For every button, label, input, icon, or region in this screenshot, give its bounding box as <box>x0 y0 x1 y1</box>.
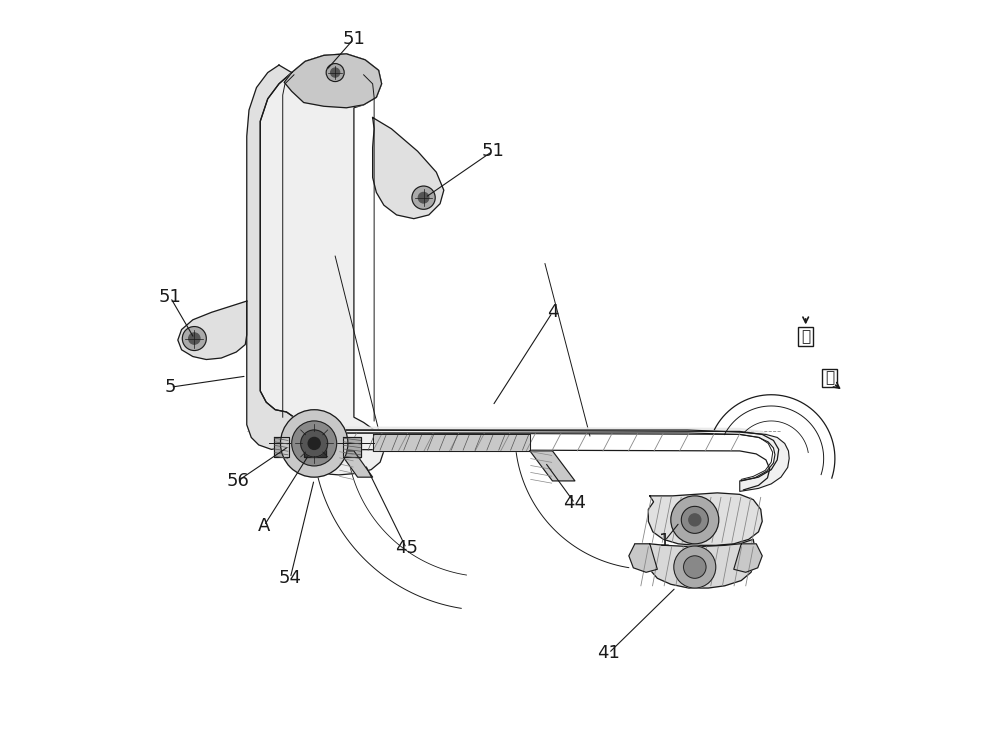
Polygon shape <box>178 301 247 359</box>
Polygon shape <box>284 54 382 108</box>
Text: 45: 45 <box>395 539 418 557</box>
Circle shape <box>674 546 716 588</box>
Text: 41: 41 <box>597 644 620 663</box>
Circle shape <box>684 556 706 578</box>
Circle shape <box>326 64 344 81</box>
Text: 54: 54 <box>279 569 302 587</box>
Polygon shape <box>294 427 781 490</box>
Text: 5: 5 <box>165 378 176 396</box>
Polygon shape <box>274 438 289 457</box>
Text: 51: 51 <box>342 30 365 48</box>
Polygon shape <box>339 451 373 478</box>
Circle shape <box>418 193 429 203</box>
Polygon shape <box>734 544 762 572</box>
Bar <box>822 368 837 387</box>
Circle shape <box>301 430 328 457</box>
Polygon shape <box>294 430 789 491</box>
Circle shape <box>280 410 348 478</box>
Text: 1: 1 <box>659 532 671 550</box>
Polygon shape <box>648 493 762 545</box>
Polygon shape <box>373 435 530 451</box>
Text: 44: 44 <box>563 494 586 512</box>
Circle shape <box>331 68 340 77</box>
Circle shape <box>412 186 435 209</box>
Polygon shape <box>343 438 361 457</box>
Circle shape <box>681 506 708 533</box>
Polygon shape <box>635 539 755 588</box>
Circle shape <box>308 438 320 450</box>
Text: 下: 下 <box>825 370 834 385</box>
Text: 56: 56 <box>226 472 249 490</box>
Bar <box>798 327 813 346</box>
Polygon shape <box>247 65 296 450</box>
Text: A: A <box>258 517 270 535</box>
Polygon shape <box>260 54 384 475</box>
Circle shape <box>689 514 701 526</box>
Circle shape <box>671 496 719 544</box>
Polygon shape <box>373 117 444 219</box>
Text: 51: 51 <box>159 288 182 306</box>
Circle shape <box>292 421 337 466</box>
Text: 51: 51 <box>481 142 504 160</box>
Polygon shape <box>530 451 575 481</box>
Circle shape <box>189 333 200 344</box>
Polygon shape <box>304 446 326 457</box>
Polygon shape <box>629 544 657 572</box>
Text: 4: 4 <box>547 303 558 321</box>
Text: 上: 上 <box>801 329 810 344</box>
Circle shape <box>182 326 206 350</box>
